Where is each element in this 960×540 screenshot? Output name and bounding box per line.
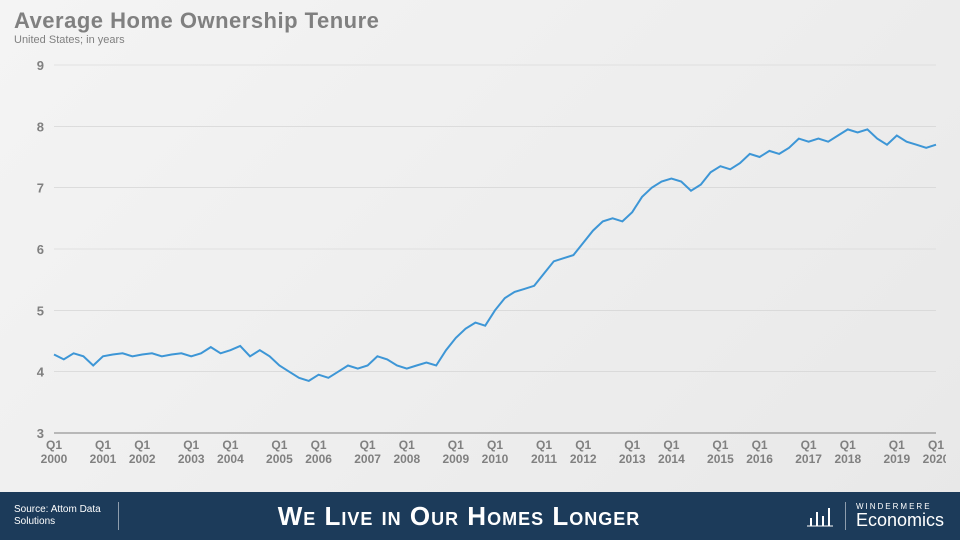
svg-text:2002: 2002 [129,452,156,466]
svg-text:Q1: Q1 [448,438,464,452]
logo-divider [845,502,846,530]
svg-text:2012: 2012 [570,452,597,466]
svg-text:Q1: Q1 [801,438,817,452]
svg-text:Q1: Q1 [487,438,503,452]
svg-text:2008: 2008 [393,452,420,466]
svg-text:2016: 2016 [746,452,773,466]
footer-headline: We Live in Our Homes Longer [119,501,799,532]
svg-text:Q1: Q1 [360,438,376,452]
svg-text:Q1: Q1 [575,438,591,452]
svg-text:Q1: Q1 [928,438,944,452]
svg-text:Q1: Q1 [712,438,728,452]
svg-text:2003: 2003 [178,452,205,466]
bars-icon [807,504,835,528]
svg-text:2001: 2001 [90,452,117,466]
line-chart: 3456789Q12000Q12001Q12002Q12003Q12004Q12… [14,55,946,475]
logo-text: WINDERMERE Economics [856,503,944,529]
svg-text:7: 7 [37,181,44,196]
svg-text:9: 9 [37,58,44,73]
svg-text:Q1: Q1 [222,438,238,452]
svg-text:Q1: Q1 [183,438,199,452]
svg-text:4: 4 [37,365,45,380]
svg-text:Q1: Q1 [95,438,111,452]
svg-text:6: 6 [37,242,44,257]
source-line2: Solutions [14,516,55,527]
svg-text:8: 8 [37,119,44,134]
svg-text:2007: 2007 [354,452,381,466]
svg-text:2017: 2017 [795,452,822,466]
svg-text:2009: 2009 [442,452,469,466]
svg-text:Q1: Q1 [663,438,679,452]
svg-text:Q1: Q1 [752,438,768,452]
svg-text:2004: 2004 [217,452,244,466]
brand-logo: WINDERMERE Economics [799,502,960,530]
source-label: Source: Attom Data Solutions [0,504,118,528]
svg-text:Q1: Q1 [840,438,856,452]
svg-text:2010: 2010 [482,452,509,466]
svg-text:Q1: Q1 [399,438,415,452]
svg-text:2005: 2005 [266,452,293,466]
svg-text:2019: 2019 [883,452,910,466]
svg-text:2020: 2020 [923,452,946,466]
svg-text:Q1: Q1 [311,438,327,452]
source-line1: Source: Attom Data [14,504,101,515]
chart-subtitle: United States; in years [14,34,125,46]
svg-text:2018: 2018 [834,452,861,466]
svg-text:3: 3 [37,426,44,441]
svg-text:2006: 2006 [305,452,332,466]
slide: Average Home Ownership Tenure United Sta… [0,0,960,540]
svg-text:5: 5 [37,303,44,318]
svg-text:Q1: Q1 [46,438,62,452]
svg-text:Q1: Q1 [536,438,552,452]
footer-bar: Source: Attom Data Solutions We Live in … [0,492,960,540]
svg-text:Q1: Q1 [889,438,905,452]
svg-text:2000: 2000 [41,452,68,466]
svg-text:2015: 2015 [707,452,734,466]
chart-svg: 3456789Q12000Q12001Q12002Q12003Q12004Q12… [14,55,946,475]
svg-text:2013: 2013 [619,452,646,466]
svg-text:2011: 2011 [531,452,557,466]
logo-bottom-text: Economics [856,511,944,529]
svg-text:2014: 2014 [658,452,685,466]
svg-text:Q1: Q1 [271,438,287,452]
chart-title: Average Home Ownership Tenure [14,8,379,34]
svg-text:Q1: Q1 [134,438,150,452]
svg-text:Q1: Q1 [624,438,640,452]
